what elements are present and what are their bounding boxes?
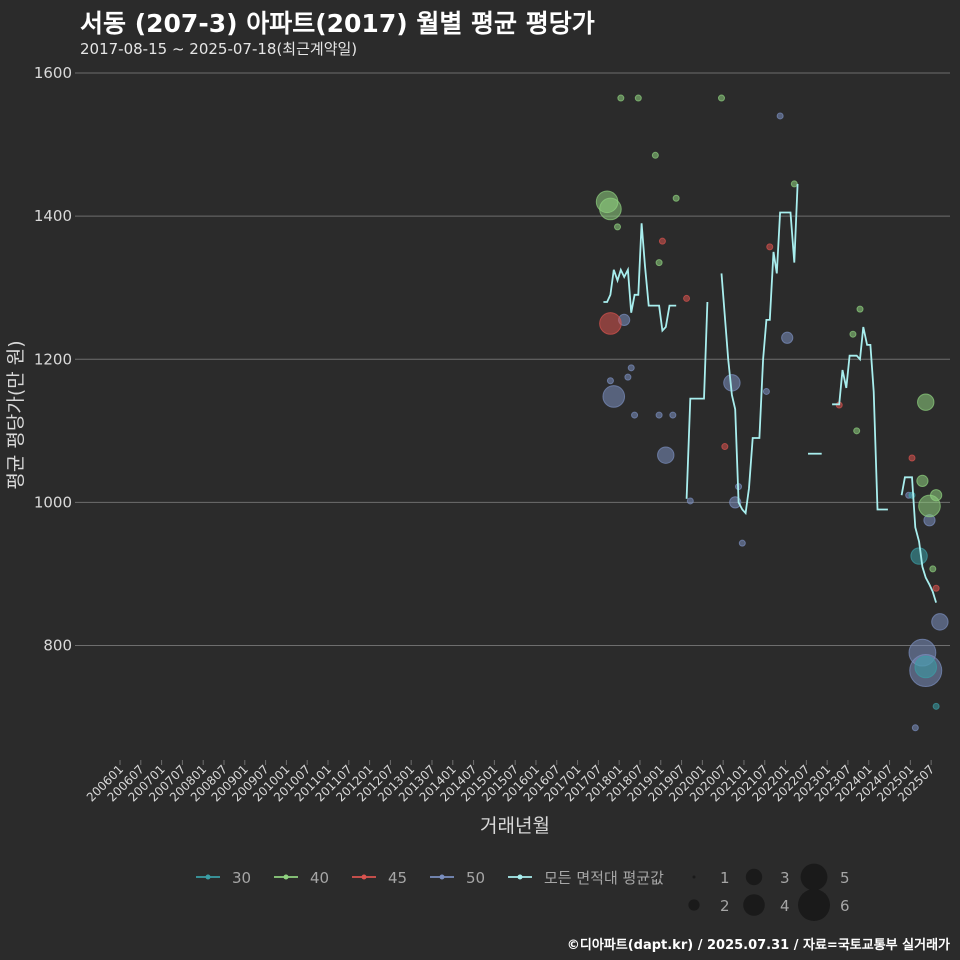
point-s40 [790,180,798,188]
data-source-caption: ©디아파트(dapt.kr) / 2025.07.31 / 자료=국토교통부 실… [566,938,950,953]
legend-size-circle [798,889,830,921]
chart-subtitle: 2017-08-15 ~ 2025-07-18(최근계약일) [80,40,358,58]
legend-size-label: 3 [780,869,790,887]
legend-label-s50: 50 [466,869,485,887]
x-axis: 2006012006072007012007072008012008072009… [84,760,937,805]
legend-size-circle [743,894,765,916]
legend-label-avg: 모든 면적대 평균값 [544,869,664,887]
point-s40 [614,223,622,231]
point-s30 [914,655,938,679]
legend-size-label: 2 [720,897,730,915]
average-line-segment [900,476,937,603]
point-s40 [916,474,929,488]
point-s50 [627,364,635,372]
average-line-segment [603,223,677,333]
point-s50 [669,411,677,419]
legend-marker-avg [517,874,523,880]
point-s30 [932,702,940,710]
point-s30 [910,547,928,565]
point-s45 [658,237,666,245]
legend-size-circle [688,899,700,911]
legend-size-circle [745,868,763,886]
y-tick-label: 800 [43,637,72,655]
point-s45 [932,584,940,592]
point-s50 [655,411,663,419]
y-tick-label: 1200 [34,350,72,368]
point-s50 [631,411,639,419]
average-line-segment [720,183,799,516]
point-s50 [606,377,614,385]
point-s50 [776,112,784,120]
point-s45 [721,443,729,451]
point-s40 [929,565,937,573]
legend-size-label: 6 [840,897,850,915]
point-s40 [717,94,725,102]
legend-size-label: 5 [840,869,850,887]
scatter-points [595,94,949,732]
point-s40 [853,427,861,435]
legend-marker-s30 [205,874,211,880]
point-s40 [655,259,663,267]
point-s50 [762,387,770,395]
y-tick-label: 1000 [34,493,72,511]
point-s50 [602,385,626,408]
chart-title: 서동 (207-3) 아파트(2017) 월별 평균 평당가 [80,9,595,38]
point-s50 [911,724,919,732]
legend-size-label: 4 [780,897,790,915]
point-s50 [657,446,675,464]
x-axis-label: 거래년월 [480,815,550,837]
point-s50 [624,373,632,381]
point-s40 [856,305,864,313]
point-s40 [595,190,619,214]
point-s45 [599,312,622,335]
y-axis: 800 1000 1200 1400 1600 [34,64,80,655]
y-tick-label: 1600 [34,64,72,82]
legend-marker-s50 [439,874,445,880]
gridlines [80,72,950,646]
point-s40 [930,489,943,502]
average-line-segment [685,301,709,499]
point-s50 [686,497,694,505]
average-line [603,183,937,603]
point-s45 [683,294,691,302]
point-s40 [849,330,857,338]
point-s50 [931,613,949,631]
legend-label-s45: 45 [388,869,407,887]
point-s50 [781,331,794,344]
point-s50 [738,539,746,547]
y-tick-label: 1400 [34,207,72,225]
y-axis-label: 평균 평당가(만 원) [5,340,27,489]
point-s40 [651,151,659,159]
legend-marker-s45 [361,874,367,880]
point-s45 [766,243,774,251]
legend-label-s40: 40 [310,869,329,887]
point-s40 [617,94,625,102]
point-s40 [917,393,935,411]
average-line-segment [832,326,888,511]
point-s40 [672,194,680,202]
point-s40 [634,94,642,102]
legend-size-circle [692,875,696,879]
legend-size-circle [800,863,828,891]
legend-label-s30: 30 [232,869,251,887]
legend-size-label: 1 [720,869,730,887]
legend-marker-s40 [283,874,289,880]
point-s45 [908,454,916,462]
